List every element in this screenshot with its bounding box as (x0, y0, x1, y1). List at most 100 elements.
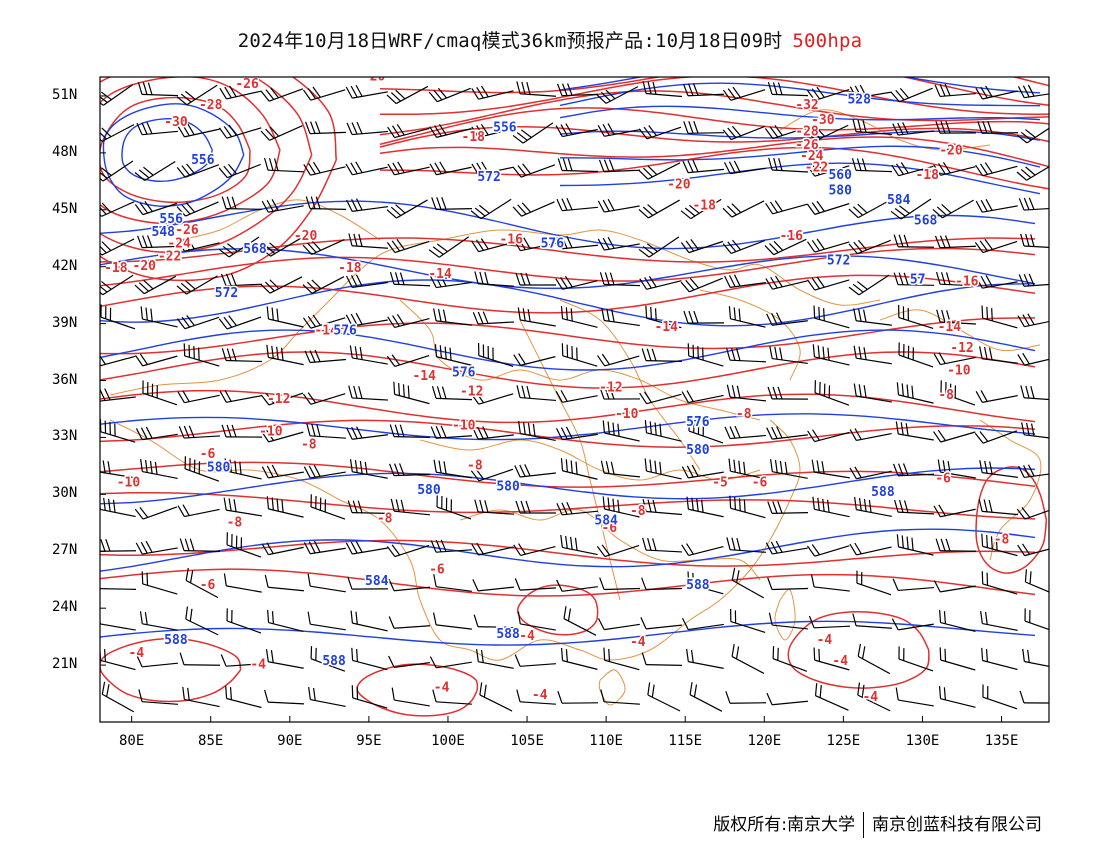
temperature-label: -22 (805, 161, 828, 176)
temperature-label: -12 (599, 381, 622, 396)
wind-barb (387, 124, 430, 139)
wind-barb (472, 579, 514, 592)
wind-barb (767, 501, 809, 514)
wind-barb (556, 235, 598, 250)
lon-label: 110E (589, 733, 623, 749)
temperature-contours (100, 77, 1049, 717)
wind-barb (722, 125, 765, 141)
wind-barb (934, 83, 976, 98)
wind-barb (935, 120, 977, 134)
temperature-label: -8 (630, 504, 646, 519)
wind-barb (728, 458, 766, 480)
height-contour (100, 329, 1036, 371)
height-contour (100, 279, 1036, 327)
wind-barb (898, 342, 934, 368)
temperature-label: -4 (832, 654, 848, 669)
wind-barb (811, 459, 850, 479)
wind-barb (433, 459, 472, 479)
wind-barb (135, 353, 178, 367)
temperature-label: -10 (452, 419, 476, 434)
wind-barb (1017, 84, 1049, 99)
wind-barb (686, 496, 724, 518)
wind-barb (981, 647, 1018, 671)
wind-barb (346, 198, 388, 212)
wind-barb (302, 239, 345, 255)
wind-barb (182, 686, 220, 708)
wind-barb (640, 617, 682, 630)
temperature-label: -18 (104, 261, 128, 276)
wind-barb (891, 618, 934, 631)
height-label: 528 (847, 92, 871, 107)
wind-barb (135, 540, 178, 555)
wind-barb (806, 200, 850, 215)
temperature-label: -5 (712, 475, 728, 490)
wind-barb (935, 538, 977, 552)
wind-barb (347, 576, 389, 590)
wind-barb (177, 237, 220, 252)
temperature-contour (100, 96, 251, 204)
wind-barb (638, 125, 682, 140)
wind-barb (556, 83, 599, 97)
wind-barb (518, 420, 556, 441)
height-label: 588 (164, 633, 188, 648)
wind-barb (302, 392, 346, 405)
wind-barb (556, 197, 598, 212)
height-label: 572 (827, 254, 850, 269)
wind-barb (386, 199, 428, 219)
temperature-label: -16 (499, 233, 523, 248)
wind-barb (349, 345, 388, 365)
wind-barb (267, 609, 304, 633)
title-pressure-level: 500hpa (792, 30, 863, 52)
wind-barb (766, 692, 808, 706)
temperature-label: -18 (338, 261, 362, 276)
wind-barb (218, 163, 261, 179)
footer-company: 南京创蓝科技有限公司 (872, 815, 1042, 835)
wind-barb (979, 460, 1018, 478)
wind-barb (223, 573, 262, 593)
temperature-label: -26 (795, 138, 819, 153)
temperature-label: -6 (429, 563, 445, 578)
wind-barb (434, 344, 472, 366)
temperature-label: -12 (267, 392, 290, 407)
wind-barb (471, 238, 514, 253)
wind-barb (516, 385, 556, 402)
wind-barb (894, 499, 935, 515)
wind-barb (555, 275, 598, 290)
boundary-line (598, 669, 626, 706)
wind-barb (430, 425, 472, 439)
wind-barb (477, 342, 514, 367)
wind-barb (681, 390, 724, 404)
wind-barb (139, 611, 178, 631)
temperature-label: -14 (412, 369, 436, 384)
lon-label: 125E (826, 733, 861, 749)
wind-barb (725, 691, 767, 704)
wind-barb (1016, 506, 1049, 520)
wind-barb (603, 647, 640, 671)
wind-barb (134, 160, 176, 182)
wind-barb (768, 612, 808, 630)
wind-barb (561, 343, 598, 367)
footer-credits: 版权所有:南京大学 南京创蓝科技有限公司 (713, 810, 1042, 838)
wind-barb (852, 119, 892, 136)
wind-barb (266, 496, 304, 518)
wind-barb (644, 458, 682, 480)
wind-barb (642, 499, 682, 516)
wind-barb (304, 349, 346, 364)
height-label: 588 (322, 654, 346, 669)
wind-barb (764, 238, 807, 256)
wind-barb (563, 606, 597, 636)
wind-barb (812, 496, 850, 518)
wind-barb (853, 308, 892, 326)
wind-barb (596, 86, 639, 104)
wind-barb (1020, 385, 1049, 401)
wind-barb (134, 200, 178, 216)
map-frame (99, 76, 1050, 723)
footer-copyright: 版权所有:南京大学 (713, 815, 855, 835)
wind-barb (223, 497, 262, 517)
wind-barb (386, 85, 429, 105)
temperature-contour (379, 77, 1049, 107)
height-contour (559, 82, 1041, 107)
wind-barb (185, 567, 219, 599)
wind-barb (100, 576, 137, 590)
wind-barb (892, 463, 935, 477)
